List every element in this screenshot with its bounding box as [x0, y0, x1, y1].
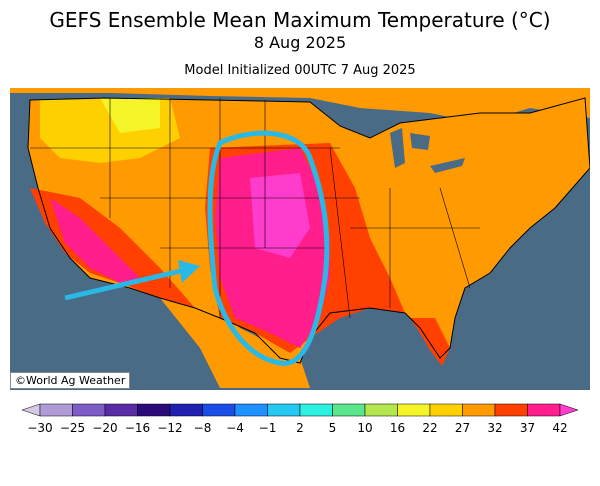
lake-erie	[430, 158, 465, 173]
colorbar-swatch	[332, 403, 366, 417]
colorbar-tick-label: 42	[552, 421, 567, 435]
colorbar-swatch	[39, 403, 73, 417]
colorbar-swatch	[299, 403, 333, 417]
colorbar-tick-label: −8	[194, 421, 212, 435]
colorbar-swatch	[234, 403, 268, 417]
colorbar-swatch	[364, 403, 398, 417]
colorbar-swatch	[429, 403, 463, 417]
colorbar-tick-label: −16	[125, 421, 150, 435]
canada-land	[10, 88, 590, 123]
colorbar-min-triangle	[21, 403, 41, 417]
colorbar-tick-label: 10	[357, 421, 372, 435]
colorbar-swatch	[494, 403, 528, 417]
florida-region	[410, 318, 450, 366]
lake-michigan	[390, 128, 405, 168]
color-bar: −30 −25 −20 −16 −12 −8 −4 −1 2 5 10 16 22 27 32 37 42	[21, 403, 579, 435]
colorbar-swatch	[397, 403, 431, 417]
state-borders	[30, 98, 480, 319]
model-init-label: Model Initialized 00UTC 7 Aug 2025	[184, 63, 416, 78]
colorbar-tick-label: 2	[296, 421, 304, 435]
colorbar-tick-label: 22	[422, 421, 437, 435]
usa-outline	[27, 97, 591, 364]
colorbar-swatch	[462, 403, 496, 417]
lake-huron	[410, 133, 430, 150]
colorbar-tick-label: 32	[487, 421, 502, 435]
colorbar-swatch	[267, 403, 301, 417]
colorbar-tick-label: −4	[226, 421, 244, 435]
lake-superior	[340, 110, 395, 126]
heat-area-outline	[207, 130, 330, 366]
colorbar-swatch	[137, 403, 171, 417]
credit-label: ©World Ag Weather	[10, 372, 131, 389]
colorbar-tick-label: 27	[455, 421, 470, 435]
colorbar-swatch	[72, 403, 106, 417]
colorbar-swatch	[169, 403, 203, 417]
desert-hot-region	[50, 198, 140, 283]
colorbar-tick-label: −30	[27, 421, 52, 435]
colorbar-max-triangle	[559, 403, 579, 417]
colorbar-tick-label: −12	[157, 421, 182, 435]
colorbar-swatch	[104, 403, 138, 417]
colorbar-tick-label: 5	[329, 421, 337, 435]
pointing-arrow-shaft	[64, 267, 186, 301]
temperature-map	[10, 88, 591, 390]
colorbar-tick-label: 16	[390, 421, 405, 435]
colorbar-swatch	[202, 403, 236, 417]
colorbar-tick-label: 37	[520, 421, 535, 435]
colorbar-tick-label: −25	[60, 421, 85, 435]
map-svg	[10, 88, 591, 390]
colorbar-swatch	[527, 403, 561, 417]
mexico-land	[160, 298, 310, 388]
pointing-arrow-head	[178, 260, 200, 283]
map-title: GEFS Ensemble Mean Maximum Temperature (…	[49, 8, 551, 32]
colorbar-tick-label: −1	[259, 421, 277, 435]
northwest-yellow	[100, 98, 160, 133]
colorbar-tick-label: −20	[92, 421, 117, 435]
valid-date: 8 Aug 2025	[253, 33, 347, 52]
